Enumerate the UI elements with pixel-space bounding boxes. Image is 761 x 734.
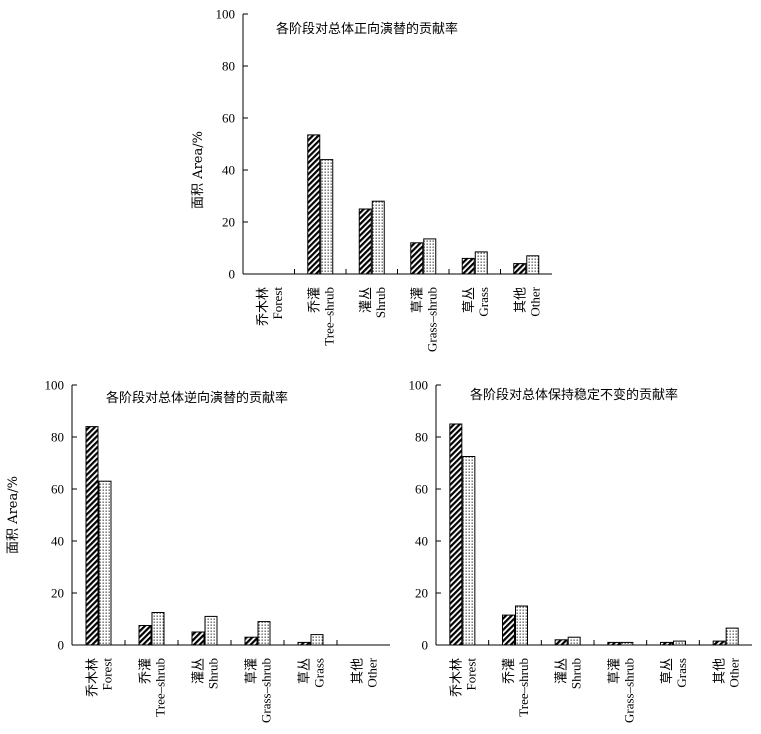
x-category-label-en: Forest bbox=[270, 287, 285, 320]
x-category-label-en: Other bbox=[527, 286, 542, 316]
bar-dots-shrub bbox=[567, 636, 581, 646]
bar-hatch-grass-shrub bbox=[410, 242, 424, 275]
chart-title: 各阶段对总体保持稳定不变的贡献率 bbox=[470, 387, 678, 403]
y-tick-label: 80 bbox=[51, 430, 64, 445]
bar-dots-grass bbox=[310, 634, 324, 646]
chart-forward-succession: 0 20 40 60 80 100 乔木林 Forest 乔灌 Tree–shrub 灌丛 Shrub… bbox=[191, 7, 552, 352]
y-tick-label: 0 bbox=[422, 638, 429, 653]
bar-dots-tree-shrub bbox=[151, 612, 165, 646]
bar-hatch-grass-shrub bbox=[244, 636, 258, 646]
x-category-label-zh: 草丛 bbox=[659, 658, 674, 684]
x-category-label-zh: 灌丛 bbox=[554, 658, 569, 684]
y-tick-label: 60 bbox=[51, 482, 64, 497]
bar-dots-shrub bbox=[204, 615, 218, 646]
x-category-label-en: Shrub bbox=[373, 287, 388, 318]
bar-hatch-tree-shrub bbox=[307, 134, 321, 275]
x-category-label-en: Forest bbox=[100, 658, 115, 691]
bar-hatch-grass bbox=[461, 257, 475, 275]
x-category-label-zh: 乔木林 bbox=[85, 658, 100, 697]
y-tick-label: 20 bbox=[222, 215, 235, 230]
x-category-label-en: Tree–shrub bbox=[516, 658, 531, 717]
x-category-label-zh: 乔木林 bbox=[255, 287, 270, 326]
x-category-label-zh: 草灌 bbox=[606, 658, 621, 684]
y-tick-label: 0 bbox=[58, 638, 65, 653]
y-tick-label: 40 bbox=[415, 534, 428, 549]
bar-dots-tree-shrub bbox=[320, 159, 334, 275]
x-category-label-en: Grass bbox=[476, 287, 491, 317]
bar-dots-forest bbox=[98, 480, 112, 646]
x-category-label-zh: 乔灌 bbox=[501, 658, 516, 684]
y-axis-label: 面积 Area/% bbox=[191, 131, 206, 209]
y-tick-label: 60 bbox=[415, 482, 428, 497]
y-tick-label: 80 bbox=[222, 59, 235, 74]
bar-dots-tree-shrub bbox=[515, 605, 528, 646]
bar-hatch-grass bbox=[297, 641, 311, 646]
bar-dots-grass-shrub bbox=[423, 238, 437, 275]
x-category-label-zh: 草丛 bbox=[461, 287, 476, 313]
bar-hatch-tree-shrub bbox=[138, 625, 152, 646]
y-tick-label: 20 bbox=[415, 586, 428, 601]
y-tick-label: 40 bbox=[51, 534, 64, 549]
x-category-label-zh: 乔灌 bbox=[138, 658, 153, 684]
x-category-label-en: Shrub bbox=[569, 658, 584, 689]
chart-title: 各阶段对总体正向演替的贡献率 bbox=[276, 21, 458, 37]
x-category-label-en: Other bbox=[365, 657, 380, 687]
bar-dots-grass bbox=[474, 251, 488, 275]
bar-hatch-forest bbox=[449, 423, 463, 646]
bar-hatch-other bbox=[712, 640, 726, 646]
x-category-label-zh: 乔木林 bbox=[448, 658, 463, 697]
y-tick-label: 40 bbox=[222, 163, 235, 178]
bar-dots-other bbox=[725, 627, 739, 646]
bar-dots-grass-shrub bbox=[257, 621, 271, 646]
bar-hatch-shrub bbox=[191, 631, 205, 646]
y-tick-label: 100 bbox=[216, 7, 236, 22]
bar-dots-shrub bbox=[371, 200, 385, 275]
x-category-label-zh: 其他 bbox=[350, 658, 365, 684]
bar-hatch-grass bbox=[660, 641, 673, 646]
bar-dots-forest bbox=[462, 456, 476, 646]
x-category-label-zh: 其他 bbox=[712, 658, 727, 684]
x-category-label-zh: 草灌 bbox=[409, 287, 424, 313]
x-category-label-en: Grass bbox=[674, 658, 689, 688]
y-tick-label: 100 bbox=[409, 378, 429, 393]
x-category-label-zh: 灌丛 bbox=[191, 658, 206, 684]
bar-dots-other bbox=[526, 255, 540, 275]
x-category-label-zh: 其他 bbox=[512, 287, 527, 313]
bar-dots-grass bbox=[673, 640, 686, 646]
x-category-label-en: Grass–shrub bbox=[259, 658, 274, 723]
bar-hatch-shrub bbox=[358, 208, 372, 275]
chart-title: 各阶段对总体逆向演替的贡献率 bbox=[106, 390, 288, 406]
y-tick-label: 0 bbox=[229, 267, 236, 282]
bar-hatch-shrub bbox=[554, 639, 568, 646]
chart-stable-unchanged: 0 20 40 60 80 100 乔木林 Forest 乔灌 Tree–shrub 灌丛 Shrub… bbox=[409, 378, 752, 723]
x-category-label-en: Shrub bbox=[206, 658, 221, 689]
y-axis-label: 面积 Area/% bbox=[6, 476, 21, 554]
x-category-label-en: Grass bbox=[312, 658, 327, 688]
y-tick-label: 80 bbox=[415, 430, 428, 445]
x-category-label-zh: 草丛 bbox=[297, 658, 312, 684]
bar-hatch-grass-shrub bbox=[607, 641, 621, 646]
bar-dots-grass-shrub bbox=[620, 641, 634, 646]
bar-hatch-forest bbox=[85, 426, 99, 646]
bar-hatch-tree-shrub bbox=[502, 614, 515, 646]
y-tick-label: 20 bbox=[51, 586, 64, 601]
y-tick-label: 60 bbox=[222, 111, 235, 126]
x-category-label-en: Grass–shrub bbox=[621, 658, 636, 723]
x-category-label-en: Tree–shrub bbox=[321, 287, 336, 346]
chart-reverse-succession: 0 20 40 60 80 100 乔木林 Forest 乔灌 Tree–shrub 灌丛 Shrub… bbox=[6, 378, 390, 723]
x-category-label-zh: 灌丛 bbox=[358, 287, 373, 313]
x-category-label-en: Grass–shrub bbox=[424, 287, 439, 352]
x-category-label-zh: 乔灌 bbox=[306, 287, 321, 313]
x-category-label-en: Other bbox=[727, 657, 742, 687]
x-category-label-en: Tree–shrub bbox=[153, 658, 168, 717]
x-category-label-zh: 草灌 bbox=[244, 658, 259, 684]
bar-hatch-other bbox=[513, 263, 527, 275]
x-category-label-en: Forest bbox=[463, 658, 478, 691]
y-tick-label: 100 bbox=[45, 378, 65, 393]
